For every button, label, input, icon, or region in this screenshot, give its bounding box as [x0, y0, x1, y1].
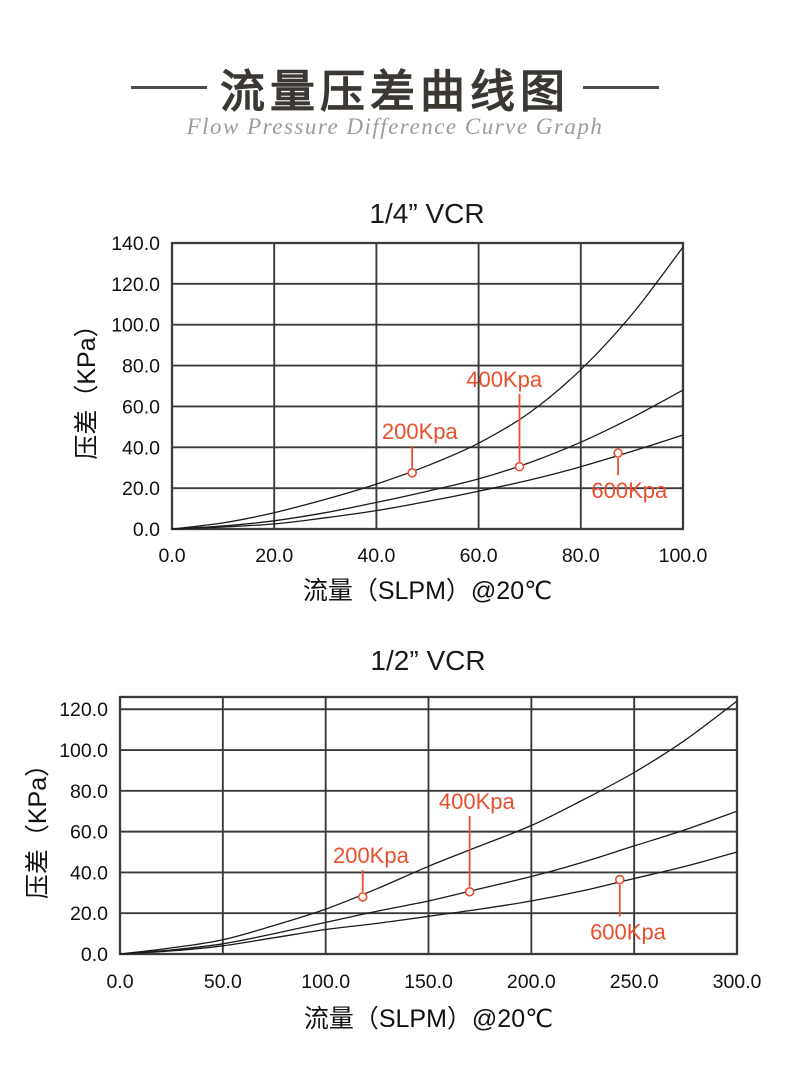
page-title: 流量压差曲线图: [219, 65, 570, 117]
chart-quarter-inch-vcr: 1/4” VCR 0.0 20.0 40.0 60.0 80.0 100.0 0.0 20.0 4…: [0, 185, 790, 620]
y-tick-label: 100.0: [59, 740, 108, 762]
y-tick-label: 80.0: [70, 781, 108, 803]
curve-400Kpa: [119, 810, 738, 955]
x-tick-label: 40.0: [357, 545, 395, 567]
annotation-label: 200Kpa: [333, 843, 410, 868]
x-axis-title: 流量（SLPM）@20℃: [303, 577, 552, 605]
title-rule-left: [130, 85, 207, 89]
y-axis-tick-labels: 0.0 20.0 40.0 60.0 80.0 100.0 120.0: [59, 699, 108, 966]
x-tick-label: 100.0: [301, 971, 350, 993]
x-tick-label: 50.0: [204, 971, 242, 993]
annotation-label: 400Kpa: [439, 789, 516, 814]
annotation-label: 600Kpa: [590, 920, 667, 945]
grid: [119, 697, 738, 955]
chart-svg: 1/4” VCR 0.0 20.0 40.0 60.0 80.0 100.0 0.0 20.0 4…: [73, 198, 708, 605]
annotation-label: 400Kpa: [466, 367, 543, 392]
x-tick-label: 200.0: [507, 971, 556, 993]
y-tick-label: 120.0: [111, 274, 160, 296]
x-tick-label: 80.0: [562, 545, 600, 567]
x-axis-tick-labels: 0.0 50.0 100.0 150.0 200.0 250.0 300.0: [106, 971, 761, 993]
y-tick-label: 20.0: [70, 903, 108, 925]
x-tick-label: 250.0: [610, 971, 659, 993]
y-tick-label: 120.0: [59, 699, 108, 721]
y-axis-tick-labels: 0.0 20.0 40.0 60.0 80.0 100.0 120.0 140.0: [111, 233, 160, 541]
annotation-marker: [407, 468, 417, 478]
x-tick-label: 300.0: [713, 971, 762, 993]
x-axis-tick-labels: 0.0 20.0 40.0 60.0 80.0 100.0: [158, 545, 707, 567]
annotation-600Kpa: 600Kpa: [591, 448, 668, 503]
curve-200Kpa: [119, 700, 738, 955]
annotation-marker: [464, 886, 475, 897]
y-axis-title: 压差（KPa）: [24, 752, 52, 899]
annotation-marker: [613, 448, 623, 458]
plot-border: [170, 241, 685, 531]
y-tick-label: 0.0: [81, 944, 108, 966]
y-tick-label: 60.0: [122, 396, 160, 418]
x-tick-label: 100.0: [659, 545, 708, 567]
annotation-400Kpa: 400Kpa: [439, 789, 516, 897]
annotation-label: 200Kpa: [382, 419, 459, 444]
annotation-200Kpa: 200Kpa: [382, 419, 459, 478]
curve-600Kpa: [119, 851, 738, 955]
annotation-label: 600Kpa: [591, 478, 668, 503]
y-tick-label: 40.0: [122, 437, 160, 459]
annotation-400Kpa: 400Kpa: [466, 367, 543, 472]
header: 流量压差曲线图: [0, 58, 790, 117]
chart-title: 1/4” VCR: [369, 198, 484, 229]
annotation-marker: [357, 892, 368, 902]
chart-svg: 1/2” VCR 0.0 50.0 100.0 150.0 200.0 250.0 300.0…: [24, 645, 762, 1033]
y-tick-label: 80.0: [122, 356, 160, 378]
y-tick-label: 40.0: [70, 862, 108, 884]
chart-title: 1/2” VCR: [370, 645, 485, 676]
annotation-600Kpa: 600Kpa: [590, 874, 667, 945]
annotation-200Kpa: 200Kpa: [333, 843, 410, 902]
y-axis-title: 压差（KPa）: [73, 312, 101, 459]
annotation-marker: [514, 461, 525, 472]
x-tick-label: 20.0: [255, 545, 293, 567]
y-tick-label: 100.0: [111, 315, 160, 337]
y-tick-label: 60.0: [70, 822, 108, 844]
x-tick-label: 0.0: [106, 971, 133, 993]
page-subtitle: Flow Pressure Difference Curve Graph: [186, 114, 604, 139]
curve-600Kpa: [171, 434, 684, 530]
annotation-marker: [614, 874, 625, 885]
chart-half-inch-vcr: 1/2” VCR 0.0 50.0 100.0 150.0 200.0 250.0 300.0…: [0, 630, 790, 1075]
title-rule-right: [583, 85, 659, 89]
x-tick-label: 0.0: [158, 545, 185, 567]
curve-200Kpa: [171, 246, 684, 530]
x-axis-title: 流量（SLPM）@20℃: [304, 1005, 553, 1033]
plot-border: [118, 695, 739, 956]
x-tick-label: 150.0: [404, 971, 453, 993]
curve-400Kpa: [171, 389, 684, 530]
y-tick-label: 140.0: [111, 233, 160, 255]
y-tick-label: 0.0: [133, 519, 160, 541]
y-tick-label: 20.0: [122, 478, 160, 500]
x-tick-label: 60.0: [460, 545, 498, 567]
